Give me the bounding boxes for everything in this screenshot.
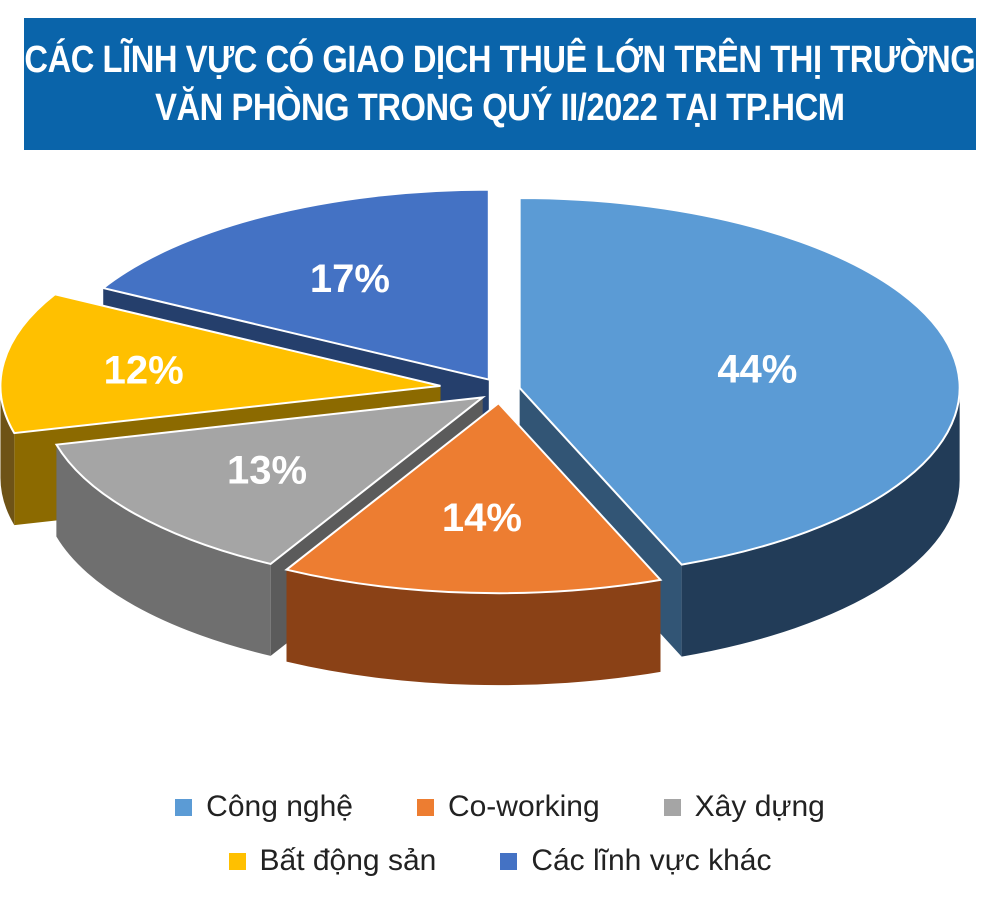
legend-item-co-working: Co-working — [416, 790, 600, 824]
legend-label: Công nghệ — [206, 790, 353, 823]
legend-label: Các lĩnh vực khác — [531, 844, 772, 877]
pie-slice-5 — [100, 188, 490, 381]
slice-outer-side — [286, 569, 661, 686]
slice-outer-side — [0, 385, 15, 526]
slice-tops-layer — [0, 188, 961, 595]
title-banner: CÁC LĨNH VỰC CÓ GIAO DỊCH THUÊ LỚN TRÊN … — [24, 18, 976, 150]
pie-slice-1 — [518, 196, 961, 566]
legend-label: Bất động sản — [259, 844, 437, 877]
legend-row-1: Công nghệ Co-working Xây dựng — [0, 790, 1000, 824]
legend-swatch — [175, 798, 193, 816]
slice-label-3: 13% — [227, 449, 307, 493]
slice-outer-side — [681, 387, 960, 657]
legend-item-cong-nghe: Công nghệ — [175, 790, 353, 824]
slice-labels-layer: 44% 14% 13% 12% 17% — [104, 257, 798, 540]
slice-label-2: 14% — [442, 496, 522, 540]
pie-chart: 44% 14% 13% 12% 17% — [0, 188, 961, 686]
slice-label-1: 44% — [717, 347, 797, 391]
legend-swatch — [416, 798, 434, 816]
pie-slice-3 — [54, 396, 486, 565]
pie-slice-4 — [0, 293, 441, 435]
slice-outer-side — [56, 444, 271, 656]
legend-item-xay-dung: Xây dựng — [663, 790, 825, 824]
legend-row-2: Bất động sản Các lĩnh vực khác — [0, 844, 1000, 878]
slice-label-4: 12% — [104, 349, 184, 393]
pie-slice-2 — [284, 401, 663, 595]
legend-swatch — [500, 852, 518, 870]
legend-label: Xây dựng — [694, 790, 825, 823]
legend-swatch — [228, 852, 246, 870]
legend-label: Co-working — [447, 790, 600, 823]
legend-item-bat-dong-san: Bất động sản — [228, 844, 437, 878]
chart-title-line-1: CÁC LĨNH VỰC CÓ GIAO DỊCH THUÊ LỚN TRÊN … — [24, 39, 976, 81]
chart-title-line-2: VĂN PHÒNG TRONG QUÝ II/2022 TẠI TP.HCM — [155, 87, 845, 129]
legend-swatch — [663, 798, 681, 816]
slice-label-5: 17% — [310, 257, 390, 301]
legend-item-cac-linh-vuc-khac: Các lĩnh vực khác — [500, 844, 772, 878]
